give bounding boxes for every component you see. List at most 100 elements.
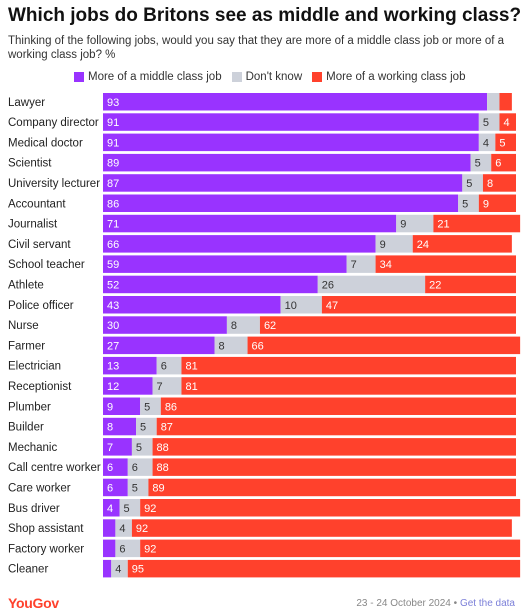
bar-athlete-middle [103,275,318,294]
bar-receptionist-working [181,377,516,395]
value-label-scientist-dont-know: 5 [475,158,481,170]
bar-mechanic-working [152,438,516,456]
category-label-civil-servant: Civil servant [8,239,71,251]
bar-police-officer-dont-know [280,296,322,314]
bar-lawyer-middle [103,93,488,111]
category-label-plumber: Plumber [8,401,51,413]
category-label-school-teacher: School teacher [8,259,85,271]
category-label-accountant: Accountant [8,198,66,210]
bar-athlete-working [425,275,516,294]
value-label-journalist-dont-know: 9 [400,219,406,231]
bar-medical-doctor-working [495,133,516,152]
value-label-care-worker-working: 89 [152,482,164,494]
bar-scientist-working [491,153,516,172]
value-label-athlete-dont-know: 26 [322,279,334,291]
bar-electrician-dont-know [156,356,182,375]
value-label-scientist-middle: 89 [107,158,119,170]
bar-school-teacher-dont-know [346,255,376,273]
bar-plumber-working [160,397,516,415]
value-label-builder-working: 87 [161,422,173,434]
value-label-cleaner-dont-know: 4 [115,564,121,576]
bar-factory-worker-dont-know [115,539,141,558]
value-label-call-centre-worker-dont-know: 6 [132,462,138,474]
bar-factory-worker-working [140,539,521,558]
value-label-mechanic-middle: 7 [107,442,113,454]
value-label-accountant-working: 9 [483,198,489,210]
category-label-journalist: Journalist [8,219,58,231]
bar-call-centre-worker-dont-know [127,458,153,476]
category-label-builder: Builder [8,422,44,434]
bar-farmer-middle [103,336,215,355]
bar-accountant-working [478,194,516,212]
bar-company-director-working [499,113,516,131]
bar-cleaner-working [127,559,521,578]
category-label-electrician: Electrician [8,361,61,373]
bar-bus-driver-working [140,499,521,517]
value-label-police-officer-middle: 43 [107,300,119,312]
value-label-journalist-working: 21 [437,219,449,231]
category-label-company-director: Company director [8,117,99,129]
value-label-plumber-middle: 9 [107,401,113,413]
category-label-police-officer: Police officer [8,300,74,312]
value-label-electrician-working: 81 [185,361,197,373]
bar-journalist-middle [103,214,397,233]
bar-builder-dont-know [136,417,157,436]
value-label-company-director-working: 4 [503,117,509,129]
bar-shop-assistant-working [131,519,512,537]
value-label-shop-assistant-working: 92 [136,523,148,535]
category-label-factory-worker: Factory worker [8,543,84,555]
value-label-civil-servant-middle: 66 [107,239,119,251]
legend-swatch-working [312,72,323,82]
value-label-university-lecturer-working: 8 [487,178,493,190]
bar-call-centre-worker-middle [103,458,128,476]
bar-lawyer-dont-know [487,93,500,111]
bar-cleaner-dont-know [111,559,128,578]
bar-nurse-working [259,316,516,334]
value-label-farmer-working: 66 [252,340,264,352]
value-label-athlete-working: 22 [429,279,441,291]
value-label-athlete-middle: 52 [107,279,119,291]
value-label-call-centre-worker-working: 88 [157,462,169,474]
value-label-farmer-middle: 27 [107,340,119,352]
chart-title: Which jobs do Britons see as middle and … [8,5,522,26]
value-label-bus-driver-middle: 4 [107,503,113,515]
value-label-bus-driver-dont-know: 5 [124,503,130,515]
bar-civil-servant-working [412,235,512,253]
bar-civil-servant-dont-know [375,235,413,253]
value-label-factory-worker-working: 92 [144,543,156,555]
bar-nurse-middle [103,316,227,334]
value-label-farmer-dont-know: 8 [219,340,225,352]
footer-date: 23 - 24 October 2024 [356,598,451,609]
value-label-school-teacher-dont-know: 7 [351,259,357,271]
value-label-accountant-middle: 86 [107,198,119,210]
legend-label-middle: More of a middle class job [88,71,222,83]
value-label-receptionist-middle: 12 [107,381,119,393]
bar-police-officer-working [321,296,516,314]
category-label-shop-assistant: Shop assistant [8,523,84,535]
category-label-lawyer: Lawyer [8,97,45,109]
bar-lawyer-working [499,93,512,111]
bar-nurse-dont-know [226,316,260,334]
get-the-data-link[interactable]: Get the data [459,598,515,609]
value-label-receptionist-dont-know: 7 [157,381,163,393]
bar-plumber-dont-know [140,397,161,415]
bar-cleaner-middle [103,559,112,578]
legend-swatch-dont-know [231,72,242,82]
bar-builder-working [156,417,516,436]
category-label-bus-driver: Bus driver [8,503,60,515]
bar-company-director-dont-know [478,113,500,131]
category-label-athlete: Athlete [8,279,44,291]
value-label-bus-driver-working: 92 [144,503,156,515]
value-label-company-director-middle: 91 [107,117,119,129]
value-label-university-lecturer-middle: 87 [107,178,119,190]
bar-school-teacher-middle [103,255,347,273]
bar-scientist-middle [103,153,471,172]
value-label-medical-doctor-working: 5 [499,137,505,149]
yougov-logo: YouGov [8,595,59,611]
value-label-builder-dont-know: 5 [140,422,146,434]
bar-accountant-dont-know [458,194,479,212]
value-label-plumber-working: 86 [165,401,177,413]
bar-bus-driver-middle [103,499,120,517]
bar-medical-doctor-middle [103,133,479,152]
bar-school-teacher-working [375,255,516,273]
